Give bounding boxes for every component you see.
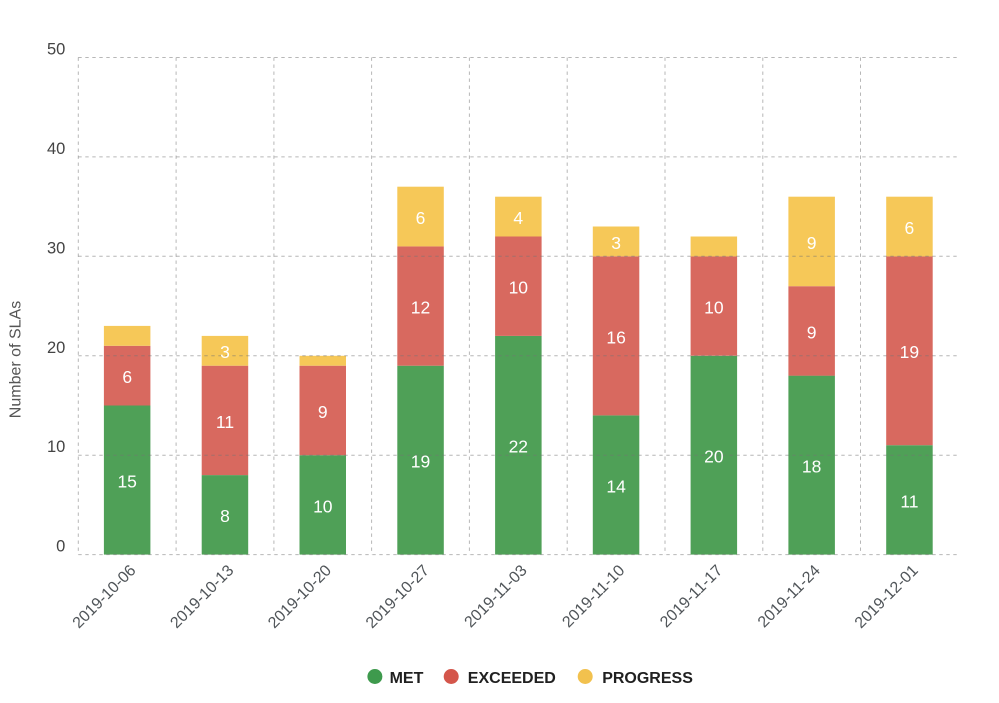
svg-text:10: 10 xyxy=(509,278,529,298)
svg-text:19: 19 xyxy=(411,452,430,472)
svg-text:10: 10 xyxy=(704,297,724,317)
svg-text:9: 9 xyxy=(318,402,328,422)
svg-text:16: 16 xyxy=(606,327,625,347)
svg-text:Number of SLAs: Number of SLAs xyxy=(8,301,25,418)
svg-text:10: 10 xyxy=(47,438,65,456)
svg-text:30: 30 xyxy=(47,239,65,257)
svg-text:4: 4 xyxy=(513,208,523,228)
svg-text:20: 20 xyxy=(704,447,724,467)
svg-text:MET: MET xyxy=(390,670,424,687)
svg-text:6: 6 xyxy=(905,218,915,238)
svg-text:9: 9 xyxy=(807,322,817,342)
svg-text:3: 3 xyxy=(611,233,621,253)
svg-text:50: 50 xyxy=(47,41,65,59)
svg-text:12: 12 xyxy=(411,297,430,317)
svg-text:PROGRESS: PROGRESS xyxy=(602,670,693,687)
svg-text:8: 8 xyxy=(220,506,230,526)
svg-text:6: 6 xyxy=(122,367,132,387)
svg-text:EXCEEDED: EXCEEDED xyxy=(468,670,556,687)
svg-text:14: 14 xyxy=(606,476,626,496)
svg-text:19: 19 xyxy=(900,342,919,362)
svg-text:0: 0 xyxy=(56,538,65,556)
svg-text:11: 11 xyxy=(216,412,234,432)
svg-text:6: 6 xyxy=(416,208,426,228)
svg-text:40: 40 xyxy=(47,140,65,158)
svg-text:20: 20 xyxy=(47,339,65,357)
svg-text:15: 15 xyxy=(117,471,136,491)
svg-text:3: 3 xyxy=(220,342,230,362)
svg-text:18: 18 xyxy=(802,457,821,477)
svg-text:10: 10 xyxy=(313,496,333,516)
svg-text:9: 9 xyxy=(807,233,817,253)
svg-text:11: 11 xyxy=(900,491,918,511)
svg-text:22: 22 xyxy=(509,437,528,457)
